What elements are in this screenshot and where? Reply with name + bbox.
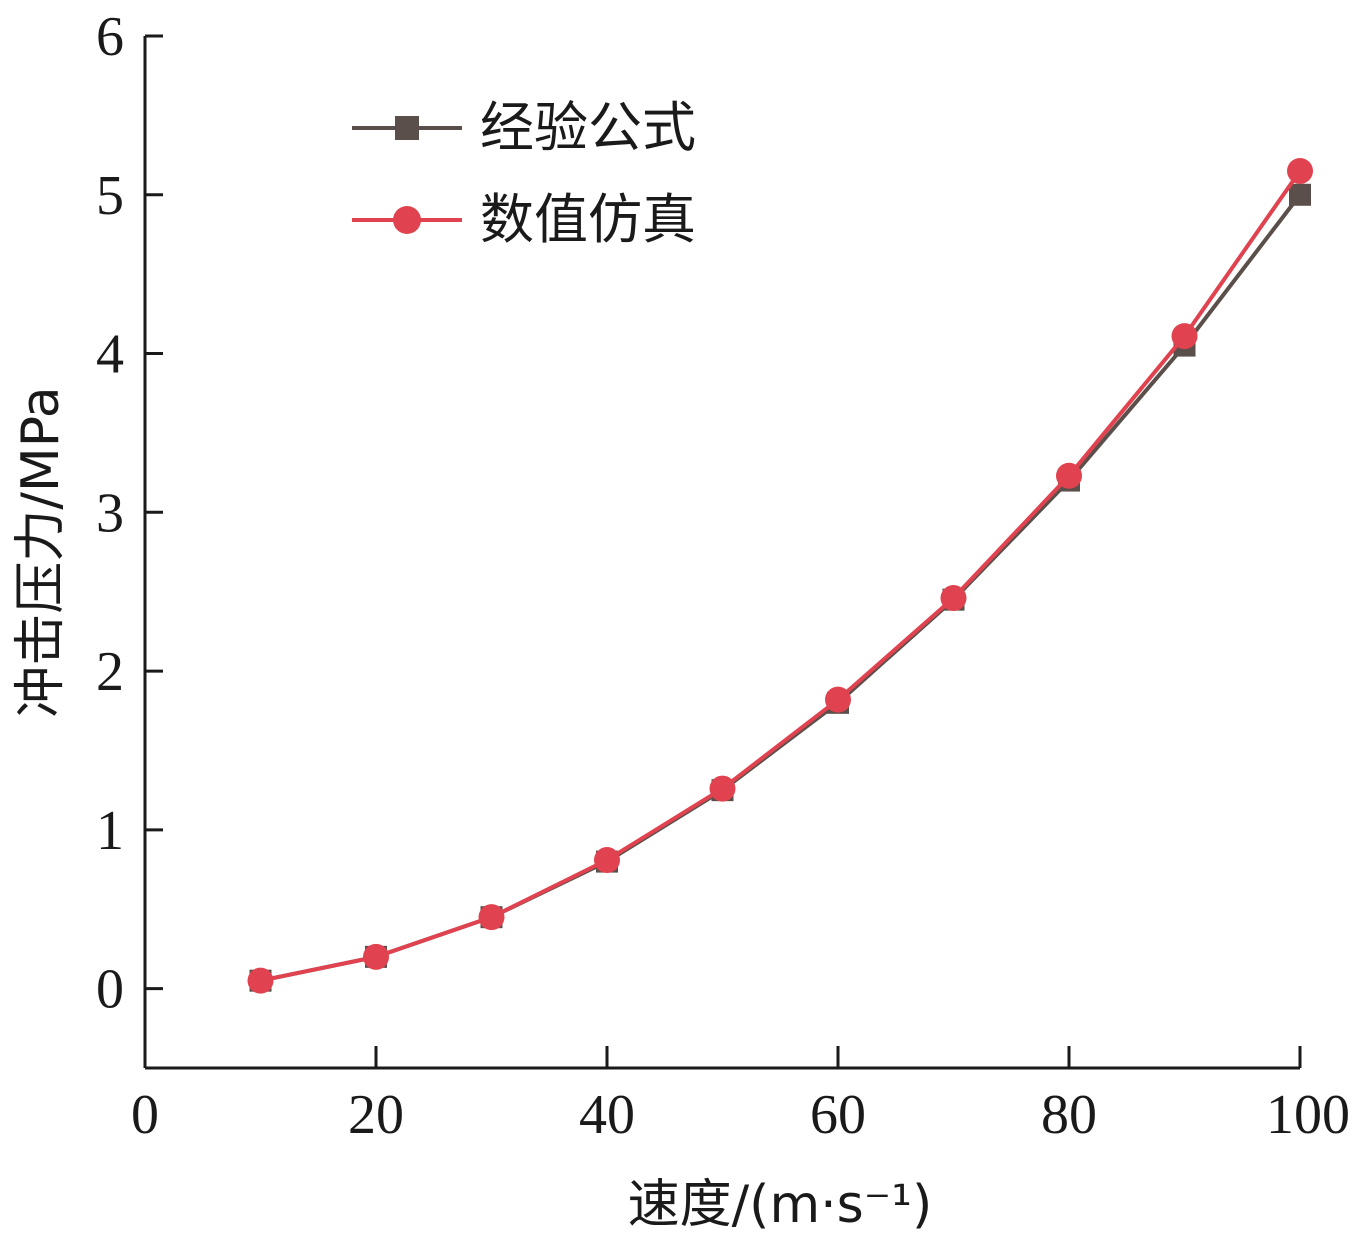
y-ticks: 0 1 2 3 4 5 6 — [96, 6, 163, 1021]
data-point — [709, 775, 736, 802]
x-tick-label: 20 — [348, 1084, 404, 1146]
series-empirical — [249, 183, 1311, 992]
legend-marker-empirical — [395, 116, 419, 140]
x-ticks: 0 20 40 60 80 100 — [131, 1046, 1350, 1146]
data-point — [940, 585, 967, 612]
x-tick-label: 100 — [1266, 1084, 1350, 1146]
series-line — [260, 193, 1302, 983]
y-tick-label: 5 — [96, 165, 124, 227]
legend-marker-simulation — [393, 206, 421, 234]
data-point — [478, 904, 505, 931]
data-point — [594, 847, 620, 874]
series-line — [260, 169, 1302, 983]
y-tick-label: 4 — [96, 324, 124, 386]
x-tick-label: 60 — [810, 1084, 866, 1146]
legend-item-empirical: 经验公式 — [352, 96, 696, 159]
data-point — [363, 943, 389, 970]
data-point — [247, 967, 274, 994]
x-axis-title: 速度/(m·s⁻¹) — [628, 1175, 933, 1235]
data-point — [1056, 462, 1082, 489]
series-simulation — [247, 157, 1313, 994]
axes — [143, 36, 1300, 1070]
y-tick-label: 1 — [96, 800, 124, 862]
y-tick-label: 0 — [96, 959, 124, 1021]
y-axis-title: 冲击压力/MPa — [11, 386, 71, 717]
x-tick-label: 80 — [1041, 1084, 1097, 1146]
y-tick-label: 2 — [96, 641, 124, 703]
data-point — [1171, 323, 1198, 350]
legend: 经验公式 数值仿真 — [352, 96, 696, 251]
data-point — [825, 686, 851, 713]
x-tick-label: 0 — [131, 1084, 159, 1146]
data-point — [1287, 157, 1313, 184]
series-layer — [247, 157, 1313, 994]
x-tick-label: 40 — [579, 1084, 635, 1146]
legend-label-simulation: 数值仿真 — [480, 188, 696, 251]
legend-label-empirical: 经验公式 — [480, 96, 696, 159]
y-tick-label: 6 — [96, 6, 124, 68]
data-point — [1289, 183, 1311, 206]
y-tick-label: 3 — [96, 482, 124, 544]
legend-item-simulation: 数值仿真 — [352, 188, 696, 251]
